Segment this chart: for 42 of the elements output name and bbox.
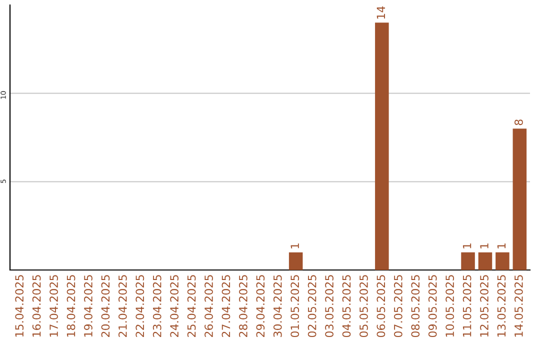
x-tick-label: 08.05.2025 bbox=[411, 275, 420, 338]
x-tick-label: 22.04.2025 bbox=[136, 275, 144, 337]
x-tick-label: 23.04.2025 bbox=[152, 275, 162, 337]
x-tick-label: 04.05.2025 bbox=[342, 275, 351, 338]
data-label: 8 bbox=[514, 120, 523, 126]
x-tick-label: 15.04.2025 bbox=[15, 275, 24, 337]
x-tick-label: 06.05.2025 bbox=[376, 275, 386, 338]
x-tick-label: 07.05.2025 bbox=[394, 275, 402, 338]
bar bbox=[496, 252, 510, 270]
x-tick-label: 10.05.2025 bbox=[446, 275, 454, 337]
x-tick-label: 25.04.2025 bbox=[187, 275, 196, 337]
bar bbox=[288, 252, 303, 270]
bar bbox=[512, 128, 527, 270]
x-tick-label: 18.04.2025 bbox=[66, 275, 76, 337]
x-tick-label: 01.05.2025 bbox=[290, 275, 300, 338]
x-tick-label: 02.05.2025 bbox=[308, 275, 316, 338]
x-tick-label: 30.04.2025 bbox=[273, 275, 282, 337]
x-tick-label: 05.05.2025 bbox=[360, 275, 368, 338]
data-label: 1 bbox=[497, 244, 506, 248]
x-tick-label: 09.05.2025 bbox=[428, 275, 437, 338]
bar bbox=[478, 252, 492, 270]
x-tick-label: 20.04.2025 bbox=[101, 275, 110, 337]
x-tick-label: 12.05.2025 bbox=[480, 275, 488, 337]
x-tick-label: 24.04.2025 bbox=[170, 275, 179, 337]
data-label: 1 bbox=[290, 244, 299, 248]
x-tick-label: 21.04.2025 bbox=[118, 275, 127, 337]
x-tick-label: 13.05.2025 bbox=[497, 275, 506, 337]
x-tick-label: 11.05.2025 bbox=[462, 275, 472, 337]
x-tick-label: 26.04.2025 bbox=[204, 275, 213, 337]
x-tick-label: 28.04.2025 bbox=[238, 275, 248, 337]
x-tick-label: 16.04.2025 bbox=[32, 275, 41, 337]
data-label: 14 bbox=[376, 6, 385, 19]
bar bbox=[461, 252, 475, 270]
x-tick-label: 17.04.2025 bbox=[50, 275, 58, 337]
x-tick-label: 03.05.2025 bbox=[325, 275, 334, 338]
bar bbox=[375, 22, 389, 270]
x-tick-label: 14.05.2025 bbox=[514, 275, 523, 337]
x-tick-label: 29.04.2025 bbox=[256, 275, 265, 337]
data-label: 1 bbox=[462, 244, 472, 248]
x-tick-label: 27.04.2025 bbox=[222, 275, 230, 337]
x-tick-label: 19.04.2025 bbox=[84, 275, 92, 337]
data-label: 1 bbox=[480, 244, 488, 248]
